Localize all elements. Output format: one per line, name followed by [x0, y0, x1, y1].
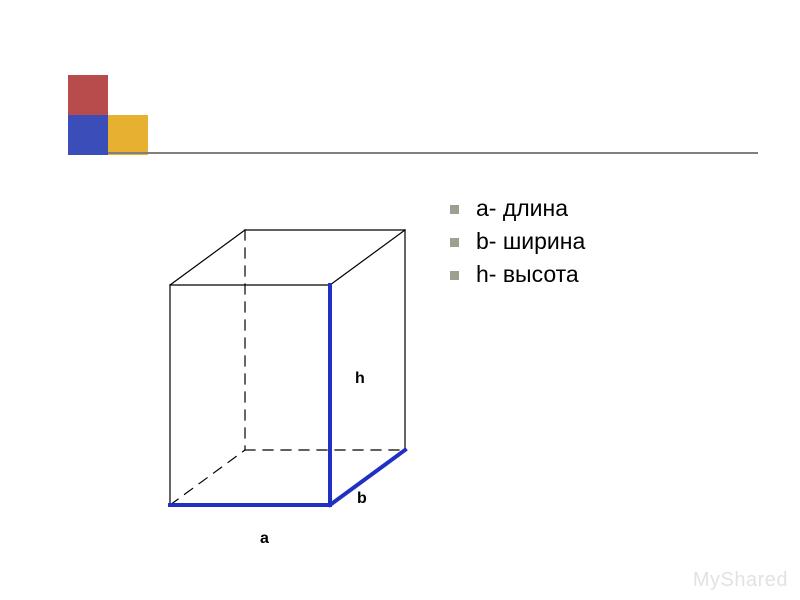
watermark: MyShared: [693, 569, 788, 592]
deco-square-blue: [68, 115, 108, 155]
label-a: a: [260, 530, 269, 548]
legend-item-text: h- высота: [476, 261, 579, 287]
deco-square-red: [68, 75, 108, 115]
legend-item-text: a- длина: [476, 195, 568, 221]
legend: a- длина b- ширина h- высота: [450, 195, 585, 294]
label-h: h: [355, 370, 365, 388]
horizontal-rule: [108, 152, 758, 154]
legend-list: a- длина b- ширина h- высота: [450, 195, 585, 288]
legend-item: b- ширина: [450, 228, 585, 255]
legend-item: h- высота: [450, 261, 585, 288]
legend-item-text: b- ширина: [476, 228, 585, 254]
prism-diagram: [140, 210, 420, 550]
deco-square-yellow: [108, 115, 148, 155]
label-b: b: [357, 490, 367, 508]
legend-item: a- длина: [450, 195, 585, 222]
